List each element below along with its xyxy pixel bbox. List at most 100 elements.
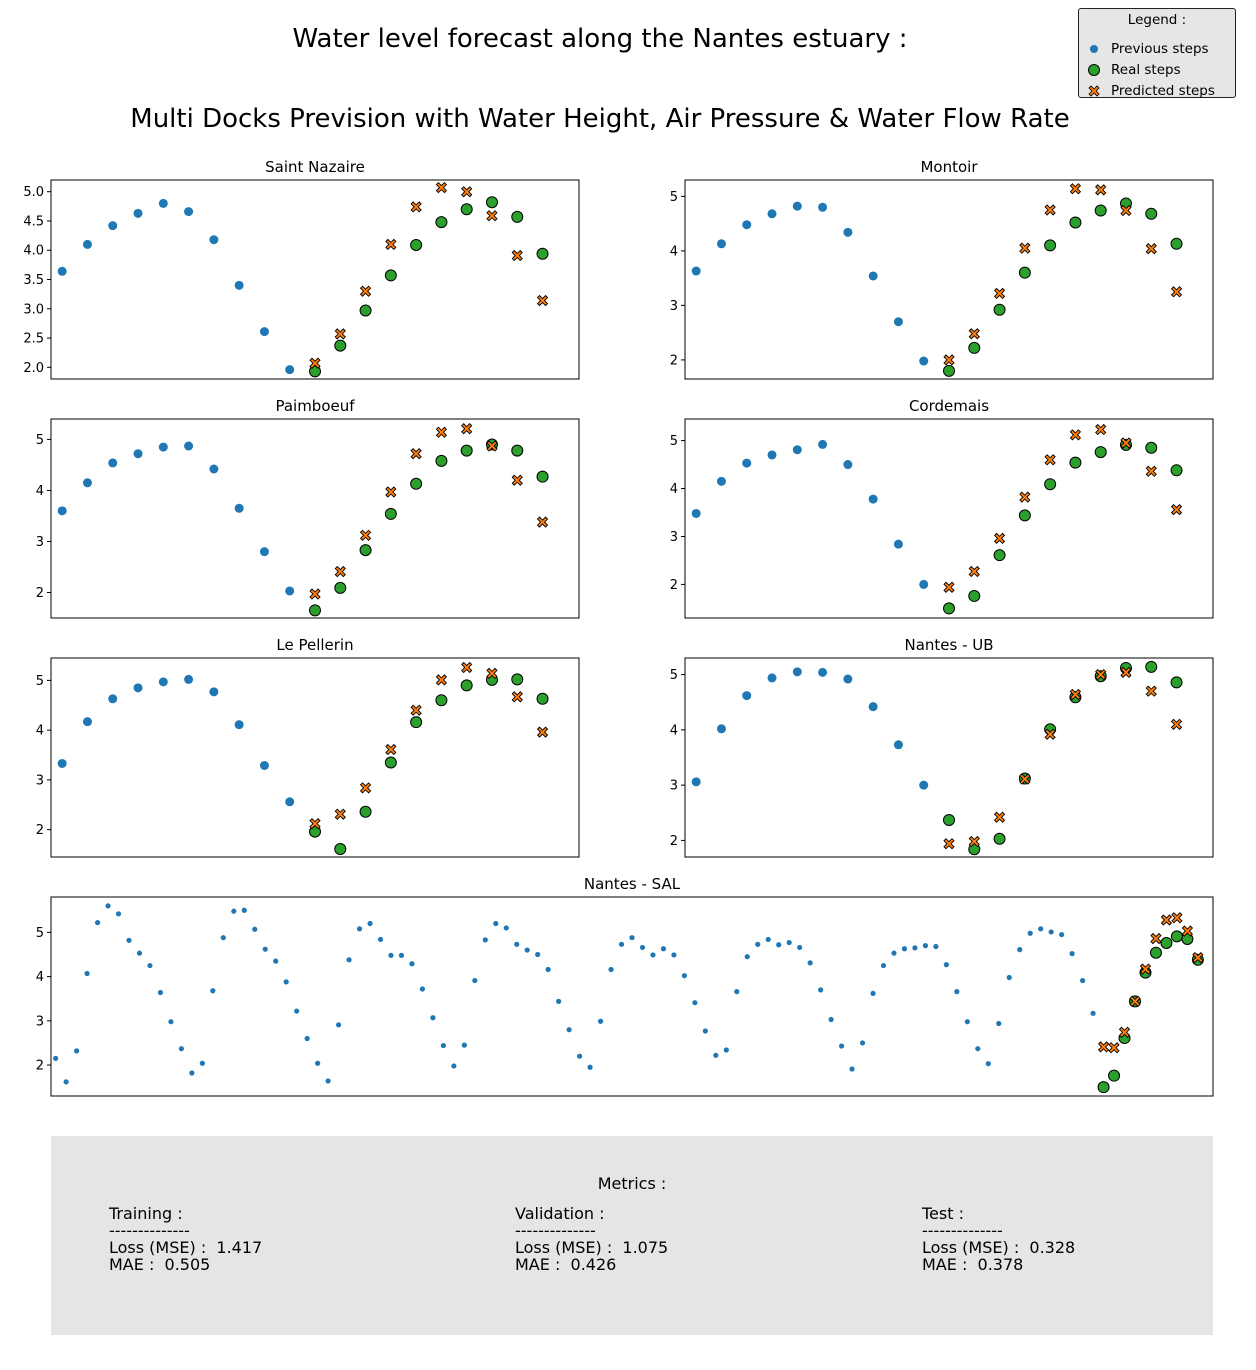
point-previous [792, 201, 802, 211]
point-previous [868, 271, 878, 281]
point-previous [767, 450, 777, 460]
point-previous [919, 579, 929, 589]
point-previous [535, 951, 541, 958]
y-tick-label: 4 [670, 723, 678, 738]
point-real [384, 756, 397, 769]
point-previous [671, 952, 677, 958]
point-previous [828, 1016, 834, 1023]
point-previous [184, 441, 194, 451]
chart-panels: Saint Nazaire 2.0 2.5 3.0 3.5 4.0 4.5 5.0 Montoi… [23, 158, 1214, 1097]
point-previous [234, 503, 244, 513]
panel-nantes-sal: Nantes - SAL 2 3 4 5 [36, 875, 1214, 1097]
point-previous [692, 1000, 698, 1006]
point-predicted [1044, 454, 1056, 466]
panel-saint-nazaire: Saint Nazaire 2.0 2.5 3.0 3.5 4.0 4.5 5.0 [23, 158, 580, 380]
point-real [968, 589, 981, 602]
point-predicted [1120, 666, 1132, 679]
point-previous [325, 1078, 331, 1084]
point-previous [765, 936, 771, 943]
point-predicted [435, 426, 448, 438]
point-previous [744, 954, 750, 960]
point-predicted [309, 357, 321, 369]
point-previous [838, 1043, 845, 1049]
point-previous [792, 445, 802, 455]
point-predicted [385, 238, 397, 251]
point-previous [818, 667, 828, 677]
point-previous [184, 674, 194, 684]
legend: Legend : Previous steps Real steps Predi… [1078, 8, 1236, 99]
point-previous [168, 1019, 174, 1025]
point-previous [597, 1018, 604, 1024]
point-previous [843, 227, 853, 237]
point-previous [108, 694, 118, 704]
point-previous [430, 1015, 436, 1021]
plot-frame [50, 657, 580, 858]
point-previous [199, 1060, 205, 1066]
point-previous [922, 943, 929, 949]
point-previous [158, 677, 168, 687]
point-previous [133, 208, 143, 218]
point-previous [868, 494, 878, 504]
point-previous [210, 988, 216, 994]
point-predicted [359, 529, 372, 541]
point-predicted [1170, 286, 1183, 298]
point-predicted [968, 565, 980, 578]
point-predicted [385, 743, 397, 756]
point-real [943, 364, 955, 377]
point-previous [964, 1019, 970, 1025]
legend-circle-marker [1088, 64, 1100, 76]
point-previous [82, 478, 92, 488]
point-real [1069, 216, 1082, 229]
point-previous [398, 952, 405, 958]
point-predicted [993, 811, 1006, 823]
point-predicted [1150, 932, 1162, 945]
point-real [1149, 946, 1162, 959]
point-previous [660, 946, 667, 952]
point-predicted [1145, 243, 1157, 255]
metrics-test-name: Test : [922, 1204, 964, 1223]
point-real [943, 813, 955, 826]
point-real [435, 454, 448, 467]
point-previous [797, 944, 803, 951]
point-real [309, 365, 321, 378]
point-predicted [536, 726, 549, 738]
point-previous [767, 673, 777, 683]
point-previous [189, 1070, 195, 1076]
point-predicted [461, 186, 473, 198]
point-previous [126, 937, 132, 943]
metrics-validation-separator: -------------- [515, 1221, 596, 1240]
point-predicted [511, 474, 523, 486]
point-previous [1079, 977, 1086, 984]
point-previous [893, 539, 903, 549]
point-previous [691, 508, 701, 518]
point-predicted [1171, 912, 1183, 924]
y-tick-label: 2.0 [23, 361, 44, 376]
y-tick-label: 5 [36, 926, 44, 941]
point-predicted [1108, 1042, 1120, 1054]
y-tick-label: 3 [36, 1014, 44, 1029]
point-real [1094, 446, 1107, 459]
legend-label-previous: Previous steps [1111, 41, 1209, 57]
point-predicted [1097, 1041, 1110, 1053]
point-previous [716, 724, 726, 734]
point-previous [818, 987, 824, 993]
point-previous [556, 998, 562, 1004]
metrics-validation-mae: MAE : 0.426 [515, 1255, 617, 1274]
point-predicted [993, 287, 1006, 300]
metrics-validation-loss: Loss (MSE) : 1.075 [515, 1238, 669, 1257]
point-real [511, 673, 524, 686]
plot-frame [684, 657, 1214, 858]
point-predicted [1192, 951, 1204, 964]
y-tick-label: 5 [670, 668, 678, 683]
point-previous [178, 1046, 185, 1052]
y-tick-label: 4 [670, 482, 678, 497]
point-predicted [359, 782, 372, 794]
panel-title: Le Pellerin [276, 636, 353, 654]
point-previous [220, 935, 226, 941]
point-real [334, 581, 347, 594]
point-previous [1090, 1010, 1096, 1016]
y-tick-label: 3.5 [23, 273, 44, 288]
point-previous [451, 1063, 457, 1069]
point-predicted [1120, 204, 1132, 217]
point-predicted [486, 667, 498, 680]
